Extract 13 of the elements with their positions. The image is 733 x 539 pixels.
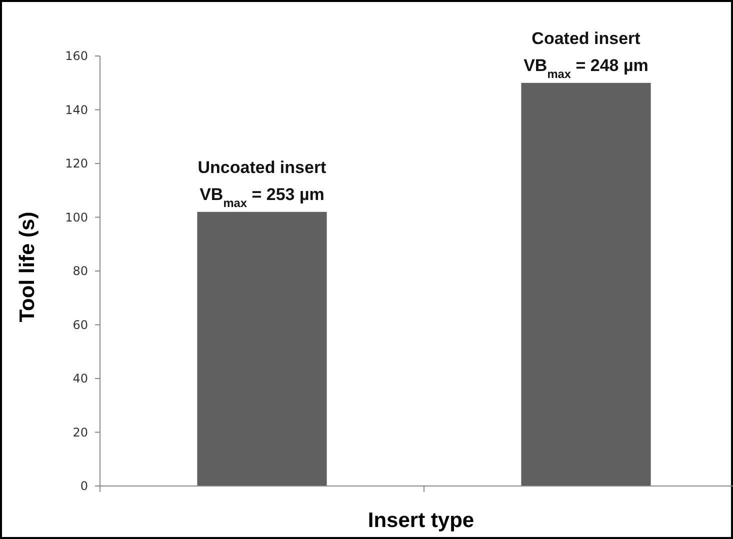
y-tick-label: 0 <box>80 479 88 494</box>
y-tick-label: 160 <box>65 49 88 64</box>
y-tick-label: 120 <box>65 156 88 171</box>
y-tick-label: 140 <box>65 102 88 117</box>
y-axis-title: Tool life (s) <box>16 212 39 322</box>
y-tick-label: 80 <box>72 264 88 278</box>
y-tick-label: 60 <box>72 318 88 332</box>
annotation: Coated insert VB$_{max}$ = 248 µm <box>524 28 648 81</box>
y-tick-label: 20 <box>72 425 88 440</box>
x-axis-title: Insert type <box>368 509 474 532</box>
y-tick-label: 100 <box>65 210 88 224</box>
annotation: Uncoated insert VB$_{max}$ = 253 µm <box>198 158 327 210</box>
y-tick-label: 40 <box>72 372 88 386</box>
